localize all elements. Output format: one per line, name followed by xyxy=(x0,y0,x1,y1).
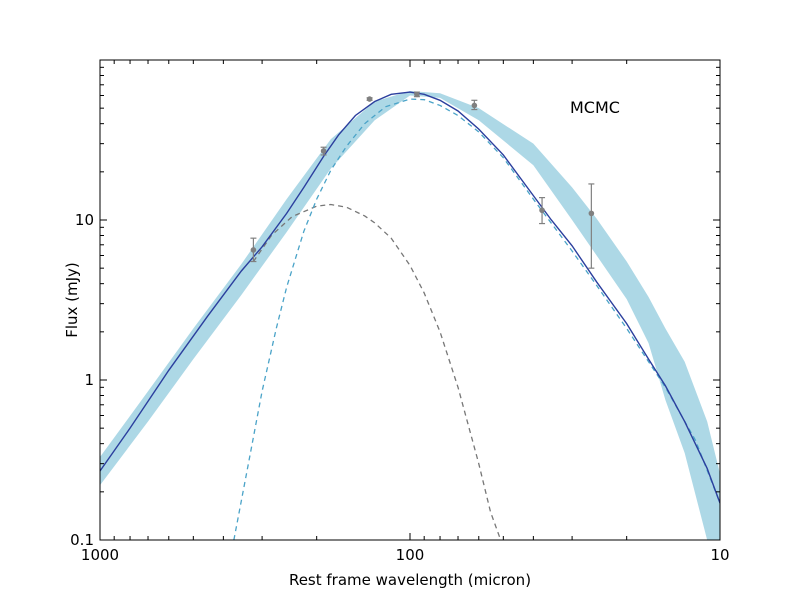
y-tick-label: 10 xyxy=(75,211,94,229)
y-tick-label: 1 xyxy=(84,371,94,389)
mcmc-annotation: MCMC xyxy=(570,98,620,117)
data-point xyxy=(366,96,373,102)
data-point xyxy=(320,148,327,154)
x-tick-label: 10 xyxy=(710,546,729,564)
x-axis-label: Rest frame wavelength (micron) xyxy=(289,571,531,589)
x-tick-label: 100 xyxy=(396,546,425,564)
y-tick-label: 0.1 xyxy=(70,531,94,549)
data-point xyxy=(539,207,545,214)
cold-model-line xyxy=(252,203,502,540)
uncertainty-band xyxy=(100,91,720,540)
data-point xyxy=(588,210,595,217)
data-point xyxy=(414,91,420,98)
plot-frame xyxy=(99,59,721,541)
data-point xyxy=(471,102,478,109)
total-model-line xyxy=(100,91,720,504)
data-point xyxy=(250,247,257,253)
x-tick-label: 1000 xyxy=(81,546,119,564)
y-axis-label: Flux (mJy) xyxy=(63,262,81,338)
warm-model-line xyxy=(233,98,720,540)
